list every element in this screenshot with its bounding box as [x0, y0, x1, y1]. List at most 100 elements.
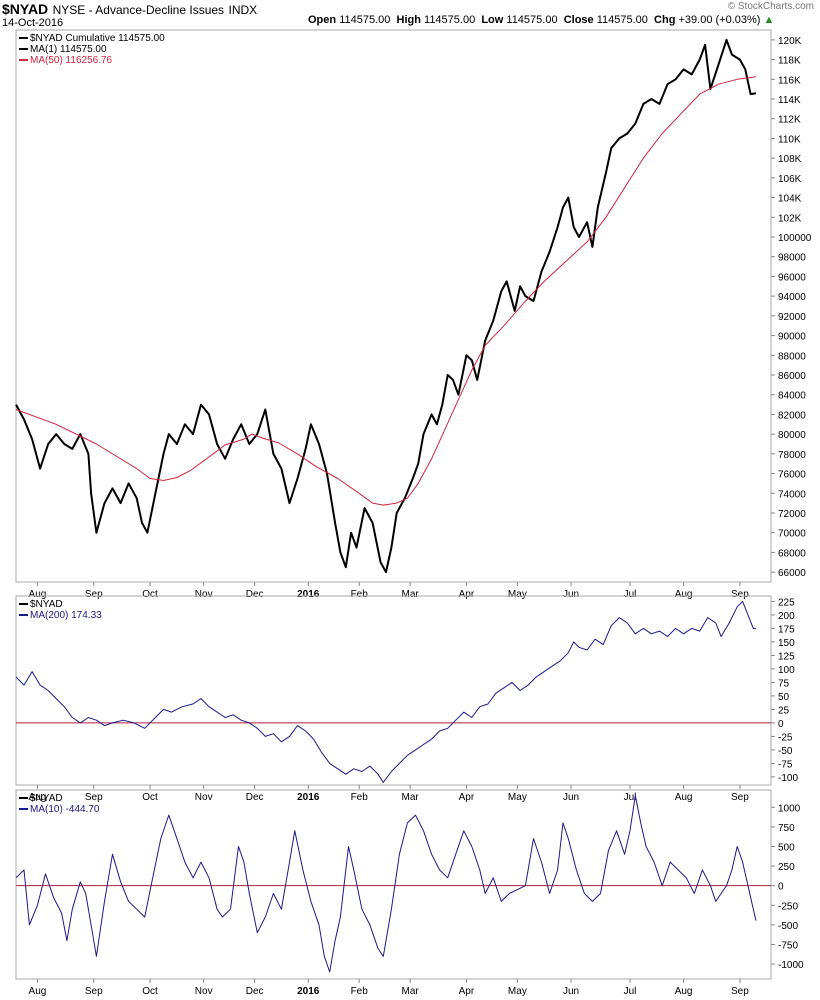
y-tick-label: 1000 [778, 803, 801, 814]
x-tick-label: Mar [402, 792, 420, 803]
x-tick-label: Aug [675, 792, 693, 803]
x-tick-label: Jun [563, 792, 579, 803]
y-tick-label: -100 [778, 773, 798, 784]
open-label: Open [308, 14, 337, 26]
open-value: 114575.00 [339, 14, 391, 26]
x-tick-label: Aug [675, 986, 693, 997]
y-tick-label: 82000 [778, 410, 806, 421]
x-tick-label: Feb [351, 589, 369, 600]
y-tick-label: 110K [778, 134, 801, 145]
y-tick-label: 88000 [778, 351, 806, 362]
y-tick-label: 112K [778, 115, 801, 126]
x-tick-label: Feb [351, 792, 369, 803]
y-tick-label: 84000 [778, 391, 806, 402]
y-tick-label: 72000 [778, 509, 806, 520]
y-tick-label: -750 [778, 940, 798, 951]
x-tick-label: Aug [29, 792, 47, 803]
y-tick-label: 102K [778, 213, 802, 224]
indicator-1-panel-frame [15, 595, 772, 786]
x-tick-label: Oct [142, 986, 158, 997]
x-tick-label: Jun [563, 986, 579, 997]
legend-entry: MA(1) 114575.00 [30, 44, 107, 55]
y-tick-label: 25 [778, 705, 790, 716]
y-tick-label: 80000 [778, 430, 806, 441]
x-tick-label: Nov [195, 589, 213, 600]
y-tick-label: 104K [778, 194, 802, 205]
x-tick-label: Aug [29, 986, 47, 997]
y-tick-label: 90000 [778, 332, 806, 343]
x-tick-label: Oct [142, 792, 158, 803]
x-tick-label: May [508, 792, 527, 803]
y-tick-label: 0 [778, 719, 784, 730]
y-tick-label: 106K [778, 174, 802, 185]
x-tick-label: Nov [195, 792, 213, 803]
y-tick-label: 108K [778, 154, 802, 165]
x-tick-label: 2016 [297, 792, 320, 803]
x-tick-label: Jul [624, 589, 637, 600]
y-tick-label: 125 [778, 651, 795, 662]
y-tick-label: 70000 [778, 529, 806, 540]
y-tick-label: 120K [778, 36, 802, 47]
y-tick-label: 100000 [778, 233, 812, 244]
chart-symbol: $NYAD [2, 1, 49, 17]
legend-entry: $NYAD [30, 793, 63, 804]
y-tick-label: 150 [778, 638, 795, 649]
chg-label: Chg [654, 14, 676, 26]
y-tick-label: 225 [778, 597, 795, 608]
x-tick-label: May [508, 986, 527, 997]
y-tick-label: 175 [778, 624, 795, 635]
y-tick-label: -1000 [778, 960, 804, 971]
ohlc-readout: Open 114575.00 High 114575.00 Low 114575… [308, 14, 774, 26]
y-tick-label: 50 [778, 692, 790, 703]
x-tick-label: Apr [459, 589, 475, 600]
chart-title: $NYAD NYSE - Advance-Decline Issues INDX [2, 1, 257, 19]
x-tick-label: Mar [402, 986, 420, 997]
x-tick-label: Sep [85, 589, 103, 600]
main-panel-frame [15, 29, 772, 583]
legend-entry: MA(10) -444.70 [30, 804, 100, 815]
legend-entry: $NYAD Cumulative 114575.00 [30, 33, 165, 44]
x-tick-label: Oct [142, 589, 158, 600]
y-tick-label: 66000 [778, 568, 806, 579]
y-tick-label: 68000 [778, 548, 806, 559]
legend-entry: MA(200) 174.33 [30, 610, 102, 621]
series-line-ma-200- [15, 600, 757, 783]
low-value: 114575.00 [506, 14, 558, 26]
y-tick-label: 100 [778, 665, 795, 676]
x-tick-label: Jul [624, 986, 637, 997]
x-tick-label: May [508, 589, 527, 600]
close-value: 114575.00 [596, 14, 648, 26]
y-tick-label: -500 [778, 921, 798, 932]
x-tick-label: Mar [402, 589, 420, 600]
y-tick-label: 750 [778, 823, 795, 834]
x-tick-label: Sep [731, 986, 749, 997]
high-label: High [396, 14, 421, 26]
series-line-ma-10- [15, 795, 757, 973]
chg-value: +39.00 (+0.03%) [678, 14, 761, 26]
x-tick-label: Aug [675, 589, 693, 600]
x-tick-label: Sep [731, 589, 749, 600]
series-line-ma-50- [15, 76, 757, 506]
x-tick-label: Apr [459, 792, 475, 803]
y-tick-label: 75 [778, 678, 790, 689]
series-line--nyad-cumulative [15, 38, 757, 574]
x-tick-label: Dec [246, 986, 264, 997]
y-tick-label: 500 [778, 842, 795, 853]
y-tick-label: 98000 [778, 253, 806, 264]
chart-exchange: INDX [228, 3, 258, 17]
y-tick-label: -250 [778, 901, 798, 912]
x-tick-label: Nov [195, 986, 213, 997]
y-tick-label: 78000 [778, 450, 806, 461]
x-tick-label: Apr [459, 986, 475, 997]
x-tick-label: Jun [563, 589, 579, 600]
y-tick-label: -50 [778, 746, 793, 757]
y-tick-label: 92000 [778, 312, 806, 323]
x-tick-label: Sep [731, 792, 749, 803]
legend-entry: $NYAD [30, 599, 63, 610]
x-tick-label: Jul [624, 792, 637, 803]
y-tick-label: -75 [778, 759, 793, 770]
y-tick-label: 74000 [778, 489, 806, 500]
x-tick-label: Sep [85, 792, 103, 803]
copyright-notice: © StockCharts.com [727, 1, 814, 12]
